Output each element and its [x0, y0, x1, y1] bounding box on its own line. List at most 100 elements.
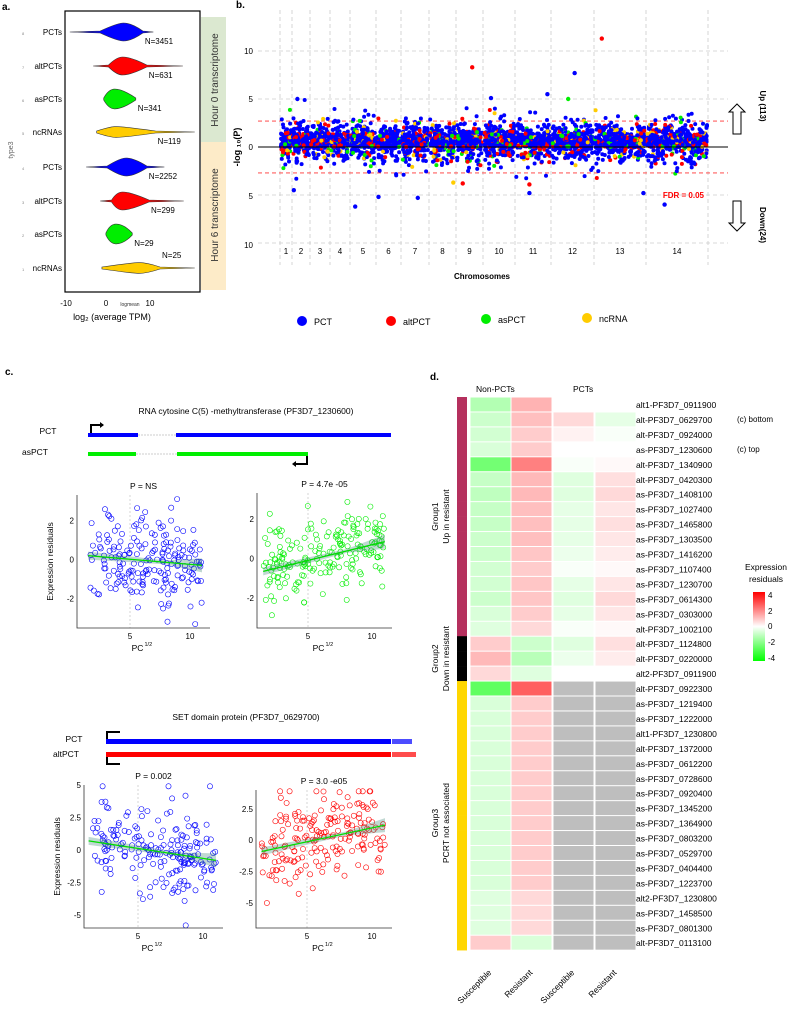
point-altpct — [653, 122, 658, 126]
data-point — [134, 604, 141, 611]
data-point — [188, 857, 195, 864]
heatmap-cell — [511, 427, 552, 442]
data-point — [175, 554, 182, 560]
data-point — [101, 552, 107, 559]
confidence-band — [261, 818, 385, 856]
point-pct — [476, 153, 481, 158]
data-point — [147, 893, 154, 900]
point-pct — [283, 162, 288, 167]
data-point — [277, 788, 283, 795]
data-point — [132, 823, 139, 830]
legend-pct-label: PCT — [314, 317, 333, 327]
pct-exon — [176, 433, 391, 437]
point-pct — [389, 132, 394, 136]
point-pct — [435, 128, 440, 133]
point-pct — [625, 140, 630, 144]
heatmap-cell — [553, 591, 594, 606]
data-point — [115, 822, 122, 829]
data-point — [338, 529, 345, 536]
data-point — [138, 837, 145, 844]
hour0-strip — [201, 17, 226, 142]
point-pct — [646, 158, 651, 163]
point-pct — [584, 157, 589, 162]
x-tick: 5 — [305, 932, 310, 941]
point-altpct — [291, 151, 296, 156]
data-point — [271, 833, 278, 839]
violin-pct — [86, 157, 165, 177]
data-point — [152, 539, 158, 546]
data-point — [156, 568, 162, 574]
heatmap-cell — [553, 502, 594, 517]
point-pct — [414, 125, 418, 130]
data-point — [376, 838, 383, 845]
x-axis-label-superscript: 1/2 — [326, 642, 334, 648]
data-point — [312, 548, 319, 554]
point-pct — [405, 125, 409, 130]
violin-aspct — [103, 88, 137, 110]
point-pct — [510, 149, 515, 154]
point-pct — [361, 127, 366, 132]
point-altpct — [301, 143, 306, 148]
row-group-bar — [457, 710, 467, 727]
data-point — [268, 593, 274, 600]
data-point — [193, 830, 200, 836]
heatmap-cell — [470, 711, 511, 726]
row-label: as-PF3D7_1230700 — [636, 579, 712, 589]
data-point — [339, 581, 346, 587]
point-pct — [541, 140, 546, 145]
point-pct — [450, 155, 455, 160]
panel-c: RNA cytosine C(5) -methyltransferase (PF… — [22, 406, 416, 953]
data-point — [114, 523, 121, 530]
data-point — [319, 869, 326, 875]
data-point — [353, 532, 360, 539]
data-point — [113, 836, 119, 843]
heatmap-cell — [595, 472, 636, 487]
row-group-bar — [457, 561, 467, 577]
point-altpct — [695, 132, 700, 137]
data-point — [181, 898, 188, 904]
point-altpct — [326, 131, 331, 136]
data-point — [191, 861, 198, 868]
point-pct — [300, 127, 305, 131]
point-pct — [691, 140, 695, 145]
track-label: altPCT — [53, 749, 79, 759]
point-altpct — [338, 143, 343, 147]
data-point — [349, 516, 355, 523]
data-point — [169, 837, 175, 843]
data-point — [161, 545, 168, 552]
point-pct — [416, 121, 420, 126]
heatmap-cell — [511, 502, 552, 517]
point-pct — [371, 161, 376, 166]
point-pct — [528, 128, 533, 133]
point-pct — [517, 126, 522, 131]
data-point — [186, 546, 193, 553]
data-point — [105, 839, 112, 846]
point-pct — [696, 141, 701, 146]
point-altpct — [417, 137, 422, 141]
data-point — [269, 835, 276, 841]
data-point — [176, 545, 183, 552]
data-point — [266, 510, 273, 517]
row-group-bar — [457, 441, 467, 458]
point-pct — [403, 116, 408, 121]
point-pct — [519, 141, 524, 146]
point-pct — [590, 165, 595, 170]
data-point — [98, 799, 105, 805]
point-pct — [561, 122, 566, 127]
point-pct — [650, 154, 655, 159]
data-point — [102, 857, 109, 864]
data-point — [138, 545, 145, 552]
point-pct — [642, 142, 647, 147]
point-pct — [294, 176, 299, 181]
point-pct — [422, 128, 427, 133]
data-point — [270, 838, 276, 845]
data-point — [111, 527, 118, 534]
point-pct — [563, 126, 568, 131]
data-point — [324, 821, 331, 828]
point-altpct — [376, 116, 381, 121]
point-pct — [464, 106, 469, 111]
point-pct — [656, 153, 661, 158]
data-point — [323, 533, 330, 540]
data-point — [178, 552, 185, 558]
point-pct — [291, 139, 296, 144]
